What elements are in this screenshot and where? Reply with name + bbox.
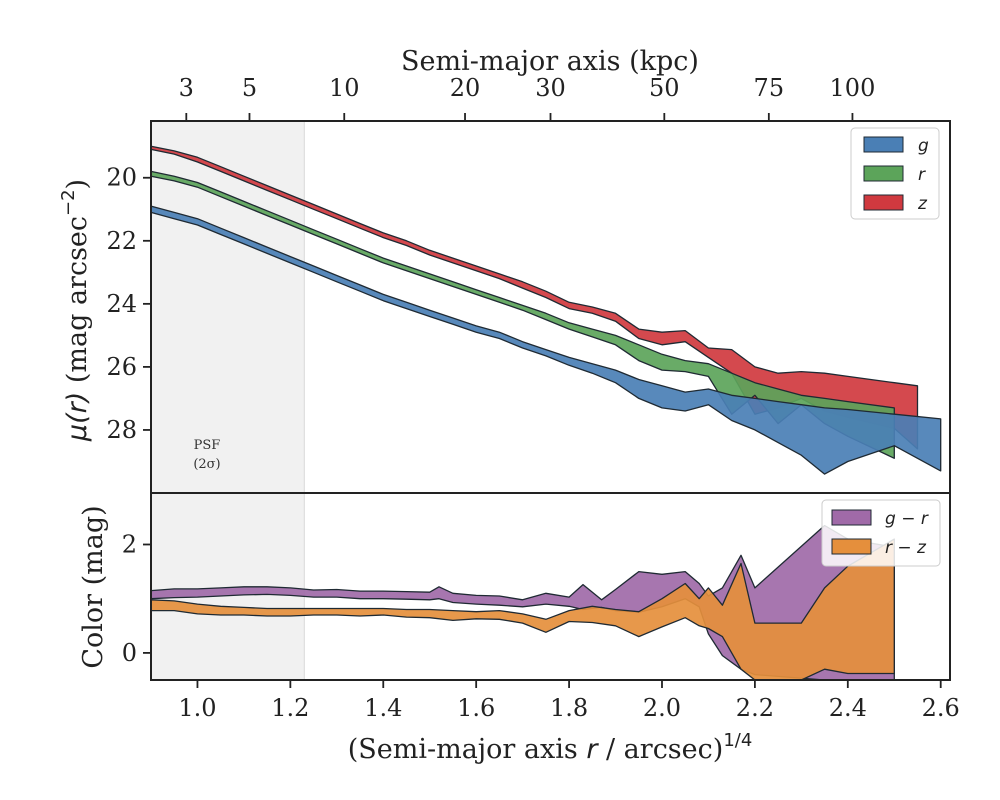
y-title-unit: (mag arcsec bbox=[62, 216, 93, 392]
psf-shade-bottom bbox=[151, 493, 305, 680]
y-title-exp: −2 bbox=[58, 189, 79, 216]
bottom-y-axis-title: Color (mag) bbox=[78, 505, 109, 668]
legend-swatch-r-z bbox=[831, 538, 872, 555]
top-axis-title: Semi-major axis (kpc) bbox=[401, 46, 699, 77]
y-title-close: ) bbox=[62, 392, 93, 405]
y-title-mu: μ( bbox=[62, 412, 93, 442]
x-tick-label: 1.2 bbox=[271, 694, 309, 722]
legend-label-r: r bbox=[918, 165, 926, 185]
psf-label: PSF bbox=[194, 438, 221, 453]
y-tick-label: 0 bbox=[122, 639, 137, 667]
x-tick-label: 2.4 bbox=[829, 694, 867, 722]
legend-swatch-r bbox=[863, 165, 904, 182]
psf-shade bbox=[151, 121, 305, 493]
top-x-tick-label: 50 bbox=[649, 74, 680, 102]
y-title-r: r bbox=[62, 400, 93, 413]
y-title-end: ) bbox=[62, 179, 93, 190]
bottom-frame bbox=[150, 492, 951, 681]
y-tick-label: 24 bbox=[106, 290, 137, 318]
x-tick-label: 1.4 bbox=[364, 694, 402, 722]
top-y-axis-title: μ(r) (mag arcsec−2) bbox=[58, 179, 93, 442]
x-tick-label: 1.6 bbox=[457, 694, 495, 722]
x-tick-label: 2.2 bbox=[736, 694, 774, 722]
x-tick-label: 1.0 bbox=[178, 694, 216, 722]
psf-sigma-label: (2σ) bbox=[193, 457, 220, 472]
legend-label-z: z bbox=[917, 194, 928, 214]
x-tick-label: 2.0 bbox=[643, 694, 681, 722]
x-title-post: / arcsec) bbox=[597, 734, 723, 765]
top-x-tick-label: 10 bbox=[329, 74, 360, 102]
bottom-x-axis-title: (Semi-major axis r / arcsec)1/4 bbox=[348, 730, 753, 765]
band-r bbox=[150, 170, 895, 459]
color-panel: 0 2 1.0 1.2 1.4 1.6 1.8 2.0 2.2 2.4 2.6 g − r r − z bbox=[122, 492, 960, 722]
x-tick-label: 2.6 bbox=[922, 694, 960, 722]
x-title-pre: (Semi-major axis bbox=[348, 734, 587, 765]
top-x-tick-label: 75 bbox=[754, 74, 785, 102]
legend-bottom: g − r r − z bbox=[821, 499, 941, 567]
legend-top: grz bbox=[850, 127, 940, 220]
axis-labels: Semi-major axis (kpc) μ(r) (mag arcsec−2… bbox=[58, 46, 752, 765]
y-tick-label: 28 bbox=[106, 416, 137, 444]
legend-label-g: g bbox=[918, 136, 929, 156]
x-title-exp: 1/4 bbox=[723, 730, 752, 751]
band-g-r bbox=[151, 524, 895, 680]
y-tick-label: 26 bbox=[106, 353, 137, 381]
top-x-tick-label: 3 bbox=[179, 74, 194, 102]
x-title-r: r bbox=[586, 734, 599, 765]
legend-swatch-z bbox=[863, 194, 904, 211]
top-x-tick-label: 5 bbox=[242, 74, 257, 102]
band-g bbox=[150, 205, 942, 475]
surface-brightness-panel: PSF (2σ) 20 22 24 26 28 3 5 10 20 30 50 75 100 grz bbox=[106, 74, 951, 494]
legend-label-r-z: r − z bbox=[885, 538, 927, 558]
color-bands bbox=[151, 524, 895, 680]
legend-swatch-g-r bbox=[831, 509, 872, 526]
top-x-tick-label: 30 bbox=[535, 74, 566, 102]
x-tick-label: 1.8 bbox=[550, 694, 588, 722]
top-x-tick-label: 100 bbox=[830, 74, 876, 102]
top-x-tick-label: 20 bbox=[450, 74, 481, 102]
y-tick-label: 22 bbox=[106, 227, 137, 255]
y-tick-label: 20 bbox=[106, 164, 137, 192]
band-r-z bbox=[151, 538, 895, 680]
y-tick-label: 2 bbox=[122, 530, 137, 558]
legend-swatch-g bbox=[863, 136, 904, 153]
legend-label-g-r: g − r bbox=[885, 509, 929, 529]
